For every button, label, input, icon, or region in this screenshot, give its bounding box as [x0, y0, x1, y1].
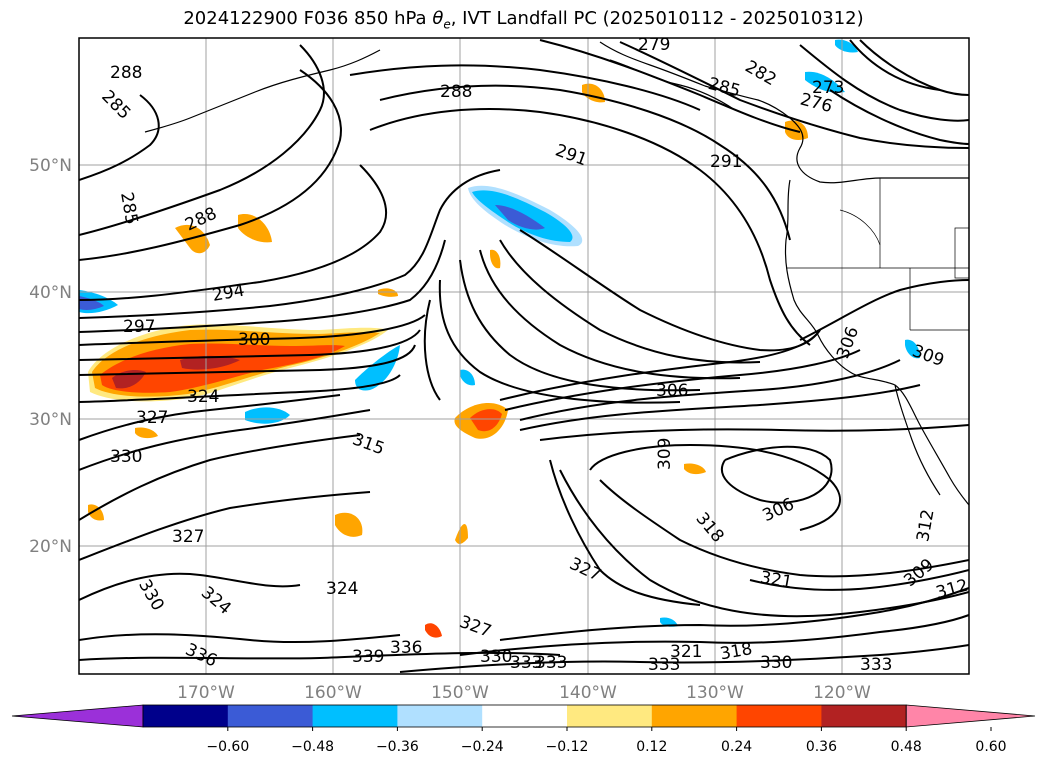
contour-label: 336	[390, 638, 422, 658]
colorbar-segment	[821, 705, 907, 727]
colorbar-tick-label: −0.12	[546, 739, 589, 755]
map-title: 2024122900 F036 850 hPa θe, IVT Landfall…	[183, 8, 864, 32]
contour-label: 324	[187, 387, 219, 407]
colorbar-segment	[736, 705, 822, 727]
contour-label: 279	[638, 35, 670, 55]
colorbar-tick-label: −0.60	[206, 739, 249, 755]
colorbar-tick-label: 0.24	[721, 739, 752, 755]
theta-e-contours	[79, 39, 969, 673]
contour-label: 327	[136, 408, 168, 428]
lon-label: 130°W	[686, 683, 744, 703]
latitude-labels: 50°N 40°N 30°N 20°N	[29, 156, 72, 557]
colorbar-tick-label: 0.36	[806, 739, 837, 755]
colorbar-segment	[397, 705, 483, 727]
colorbar-segment	[651, 705, 738, 727]
lat-label: 50°N	[29, 156, 72, 176]
colorbar: −0.60 −0.48 −0.36 −0.24 −0.12 0.12 0.24 0.36 0.4…	[11, 704, 1036, 755]
colorbar-extend-max	[905, 704, 1036, 728]
lat-label: 40°N	[29, 283, 72, 303]
contour-label: 333	[510, 653, 542, 673]
contour-label: 333	[648, 655, 680, 675]
lon-label: 160°W	[304, 683, 362, 703]
contour-label: 321	[670, 642, 702, 662]
contour-label: 273	[812, 78, 844, 98]
contour-label: 327	[172, 527, 204, 547]
contour-label: 309	[655, 438, 675, 470]
lat-label: 30°N	[29, 410, 72, 430]
colorbar-segment	[227, 705, 314, 727]
contour-label: 291	[710, 152, 742, 172]
colorbar-frame	[142, 704, 907, 728]
coastlines	[144, 41, 969, 506]
graticule	[79, 38, 969, 674]
contour-label: 297	[123, 317, 155, 337]
lon-label: 120°W	[813, 683, 871, 703]
longitude-labels: 170°W 160°W 150°W 140°W 130°W 120°W	[177, 683, 871, 703]
contour-label: 333	[535, 653, 567, 673]
contour-label: 288	[440, 82, 472, 102]
lon-label: 140°W	[559, 683, 617, 703]
map-panel: 288 285 285 288 294 297 300 324 327 330 …	[79, 35, 969, 675]
contour-label: 330	[110, 447, 142, 467]
colorbar-extend-min	[11, 704, 144, 728]
colorbar-segment	[567, 705, 653, 727]
colorbar-segment	[312, 705, 398, 727]
colorbar-segment	[482, 705, 568, 727]
contour-label: 306	[656, 381, 688, 401]
colorbar-tick-label: 0.60	[975, 739, 1006, 755]
contour-label: 288	[110, 63, 142, 83]
contour-label: 330	[480, 647, 512, 667]
colorbar-tick-label: 0.48	[891, 739, 922, 755]
colorbar-tick-label: −0.36	[376, 739, 419, 755]
state-borders	[786, 178, 969, 331]
lat-label: 20°N	[29, 537, 72, 557]
contour-label: 339	[352, 647, 384, 667]
colorbar-segment	[143, 705, 229, 727]
contour-label: 333	[860, 655, 892, 675]
colorbar-tick-label: −0.48	[291, 739, 334, 755]
colorbar-tick-label: −0.24	[461, 739, 504, 755]
contour-label: 324	[326, 579, 358, 599]
lon-label: 170°W	[177, 683, 235, 703]
contour-label: 330	[760, 653, 792, 673]
map-frame	[78, 37, 970, 675]
colorbar-tick-label: 0.12	[636, 739, 667, 755]
lon-label: 150°W	[431, 683, 489, 703]
contour-label: 300	[238, 330, 270, 350]
